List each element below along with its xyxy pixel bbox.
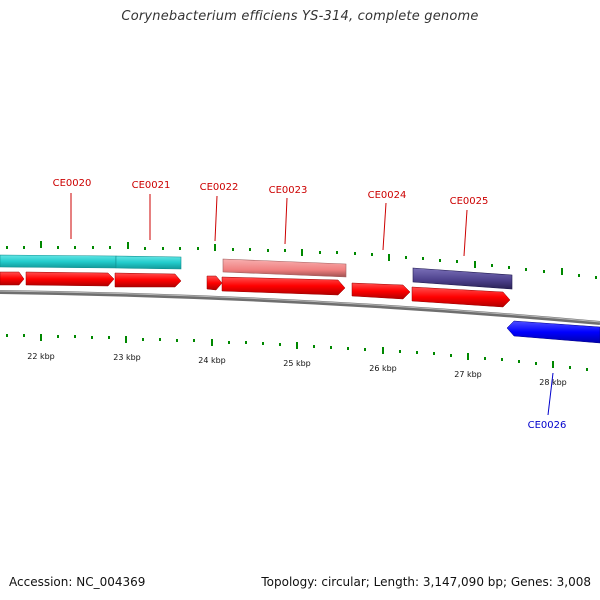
gene-label-ce0024[interactable]: CE0024 [368,190,407,201]
kbp-label-25: 25 kbp [283,359,311,368]
genome-backbone [0,290,600,325]
kbp-label-23: 23 kbp [113,353,141,362]
genome-summary-text: Topology: circular; Length: 3,147,090 bp… [261,575,591,589]
lower-tick-row [6,334,588,371]
gene-label-ce0020[interactable]: CE0020 [53,178,92,189]
kbp-label-22: 22 kbp [27,352,55,361]
feature-cyan-2[interactable] [115,255,182,270]
gene-label-ce0021[interactable]: CE0021 [132,180,171,191]
gene-label-ce0022[interactable]: CE0022 [200,182,239,193]
cds-arrow-reverse-ce0026[interactable] [506,320,600,344]
gene-label-ce0023[interactable]: CE0023 [269,185,308,196]
cds-arrow-5[interactable] [221,276,346,296]
cds-arrow-3[interactable] [114,272,182,288]
map-title: Corynebacterium efficiens YS-314, comple… [121,9,479,24]
cds-arrow-6[interactable] [351,282,411,300]
upper-tick-row [6,241,597,279]
gene-labels: CE0020 CE0021 CE0022 CE0023 CE0024 CE002… [53,178,567,431]
kbp-label-27: 27 kbp [454,370,482,379]
cds-arrow-4[interactable] [206,275,223,291]
cds-arrow-7[interactable] [411,286,511,308]
kbp-label-24: 24 kbp [198,356,226,365]
kbp-labels: 22 kbp 23 kbp 24 kbp 25 kbp 26 kbp 27 kb… [27,352,567,387]
feature-cyan-1[interactable] [0,254,117,269]
forward-cds-lane [0,271,511,308]
cds-arrow-1[interactable] [0,271,25,286]
feature-pink[interactable] [222,258,347,278]
cds-arrow-2[interactable] [25,271,115,287]
accession-text: Accession: NC_004369 [9,575,146,589]
outer-feature-lane [0,254,513,290]
kbp-label-28: 28 kbp [539,378,567,387]
gene-label-ce0026[interactable]: CE0026 [528,420,567,431]
gene-leader-lines [70,193,554,416]
feature-purple[interactable] [412,267,513,290]
gene-label-ce0025[interactable]: CE0025 [450,196,489,207]
kbp-label-26: 26 kbp [369,364,397,373]
